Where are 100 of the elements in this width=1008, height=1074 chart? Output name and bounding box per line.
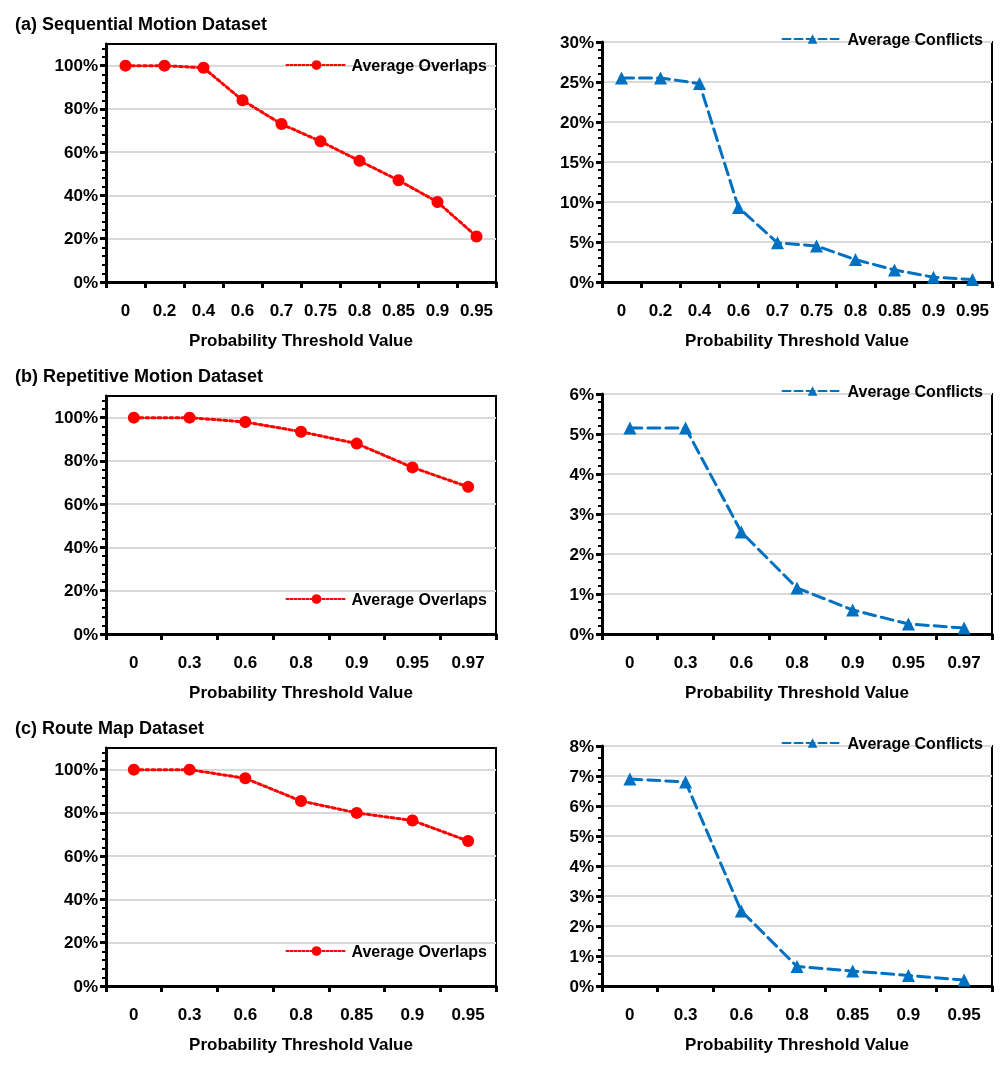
x-tick-label: 0.75 <box>303 301 338 320</box>
point <box>350 806 363 819</box>
x-tick-label: 0.85 <box>877 301 912 320</box>
x-axis-title: Probability Threshold Value <box>685 331 909 350</box>
x-tick-label: 0 <box>129 1005 139 1024</box>
y-tick-label: 4% <box>569 464 594 484</box>
y-tick-label: 5% <box>569 232 594 252</box>
point <box>732 201 745 215</box>
point <box>406 814 419 827</box>
y-tick-label: 40% <box>63 889 98 909</box>
point <box>623 772 637 786</box>
x-tick-label: 0.75 <box>799 301 834 320</box>
point <box>158 59 171 72</box>
point <box>957 621 971 635</box>
x-tick-label: 0.8 <box>289 653 313 672</box>
y-tick-label: 40% <box>63 185 98 205</box>
x-tick-label: 0 <box>616 301 627 320</box>
y-tick-label: 0% <box>73 624 98 644</box>
point <box>275 118 288 131</box>
point <box>350 437 363 450</box>
point <box>734 904 748 918</box>
x-tick-label: 0.7 <box>269 301 294 320</box>
y-tick-label: 1% <box>569 946 594 966</box>
y-tick-label: 40% <box>63 537 98 557</box>
x-tick-label: 0 <box>625 1005 635 1024</box>
y-tick-label: 4% <box>569 856 594 876</box>
x-tick-label: 0.3 <box>177 1005 202 1024</box>
x-tick-label: 0.3 <box>177 653 202 672</box>
point <box>183 763 196 776</box>
y-tick-label: 3% <box>569 886 594 906</box>
legend-label: Average Overlaps <box>351 590 488 608</box>
point <box>966 273 979 287</box>
x-tick-label: 0.8 <box>843 301 868 320</box>
point <box>295 425 307 438</box>
point <box>810 239 823 253</box>
y-tick-label: 0% <box>73 272 98 292</box>
point <box>239 772 252 785</box>
y-tick-label: 80% <box>63 451 98 471</box>
x-tick-label: 0.8 <box>347 301 372 320</box>
point <box>236 94 249 107</box>
y-tick-label: 20% <box>63 933 98 953</box>
x-tick-label: 0.9 <box>344 653 369 672</box>
point <box>734 525 748 539</box>
y-tick-label: 5% <box>569 826 594 846</box>
x-axis-title: Probability Threshold Value <box>189 331 413 350</box>
x-tick-label: 0.6 <box>726 301 751 320</box>
y-tick-label: 0% <box>569 976 594 996</box>
y-tick-label: 1% <box>569 584 594 604</box>
x-axis-title: Probability Threshold Value <box>189 683 413 702</box>
legend-label: Average Conflicts <box>847 30 984 48</box>
y-tick-label: 3% <box>569 504 594 524</box>
y-tick-label: 25% <box>559 72 594 92</box>
point <box>127 411 140 424</box>
point <box>406 461 419 474</box>
point <box>901 617 915 631</box>
x-tick-label: 0.8 <box>785 1005 809 1024</box>
y-tick-label: 5% <box>569 424 594 444</box>
x-axis-title: Probability Threshold Value <box>685 683 909 702</box>
point <box>197 61 210 74</box>
legend-label: Average Overlaps <box>351 942 488 960</box>
point <box>431 195 444 208</box>
y-tick-label: 2% <box>569 916 594 936</box>
x-tick-label: 0.95 <box>451 1005 485 1024</box>
x-tick-label: 0.8 <box>785 653 809 672</box>
point <box>679 421 693 435</box>
chart-title: (b) Repetitive Motion Dataset <box>15 366 264 386</box>
y-tick-label: 15% <box>559 152 594 172</box>
point <box>693 77 706 91</box>
y-tick-label: 100% <box>54 408 98 428</box>
x-tick-label: 0.97 <box>947 653 981 672</box>
x-tick-label: 0.3 <box>673 1005 698 1024</box>
y-tick-label: 80% <box>63 803 98 823</box>
legend-label: Average Overlaps <box>351 56 488 74</box>
x-tick-label: 0.95 <box>955 301 990 320</box>
y-tick-label: 20% <box>63 581 98 601</box>
x-tick-label: 0.85 <box>381 301 416 320</box>
x-tick-label: 0.97 <box>451 653 485 672</box>
x-tick-label: 0 <box>625 653 635 672</box>
point <box>353 154 366 167</box>
point <box>183 411 196 424</box>
y-tick-label: 80% <box>63 99 98 119</box>
point <box>119 59 132 72</box>
legend-label: Average Conflicts <box>847 382 984 400</box>
point <box>790 581 804 595</box>
x-tick-label: 0.9 <box>921 301 946 320</box>
x-tick-label: 0.85 <box>836 1005 870 1024</box>
x-tick-label: 0.7 <box>765 301 790 320</box>
point <box>314 135 327 148</box>
point <box>771 236 784 250</box>
x-tick-label: 0.6 <box>233 1005 258 1024</box>
x-tick-label: 0.95 <box>459 301 494 320</box>
x-tick-label: 0.2 <box>648 301 673 320</box>
x-tick-label: 0.85 <box>340 1005 374 1024</box>
point <box>239 415 252 428</box>
point <box>654 71 667 85</box>
x-tick-label: 0.6 <box>230 301 255 320</box>
x-tick-label: 0.6 <box>729 1005 754 1024</box>
x-tick-label: 0.6 <box>233 653 258 672</box>
y-tick-label: 20% <box>63 229 98 249</box>
y-tick-label: 7% <box>569 766 594 786</box>
